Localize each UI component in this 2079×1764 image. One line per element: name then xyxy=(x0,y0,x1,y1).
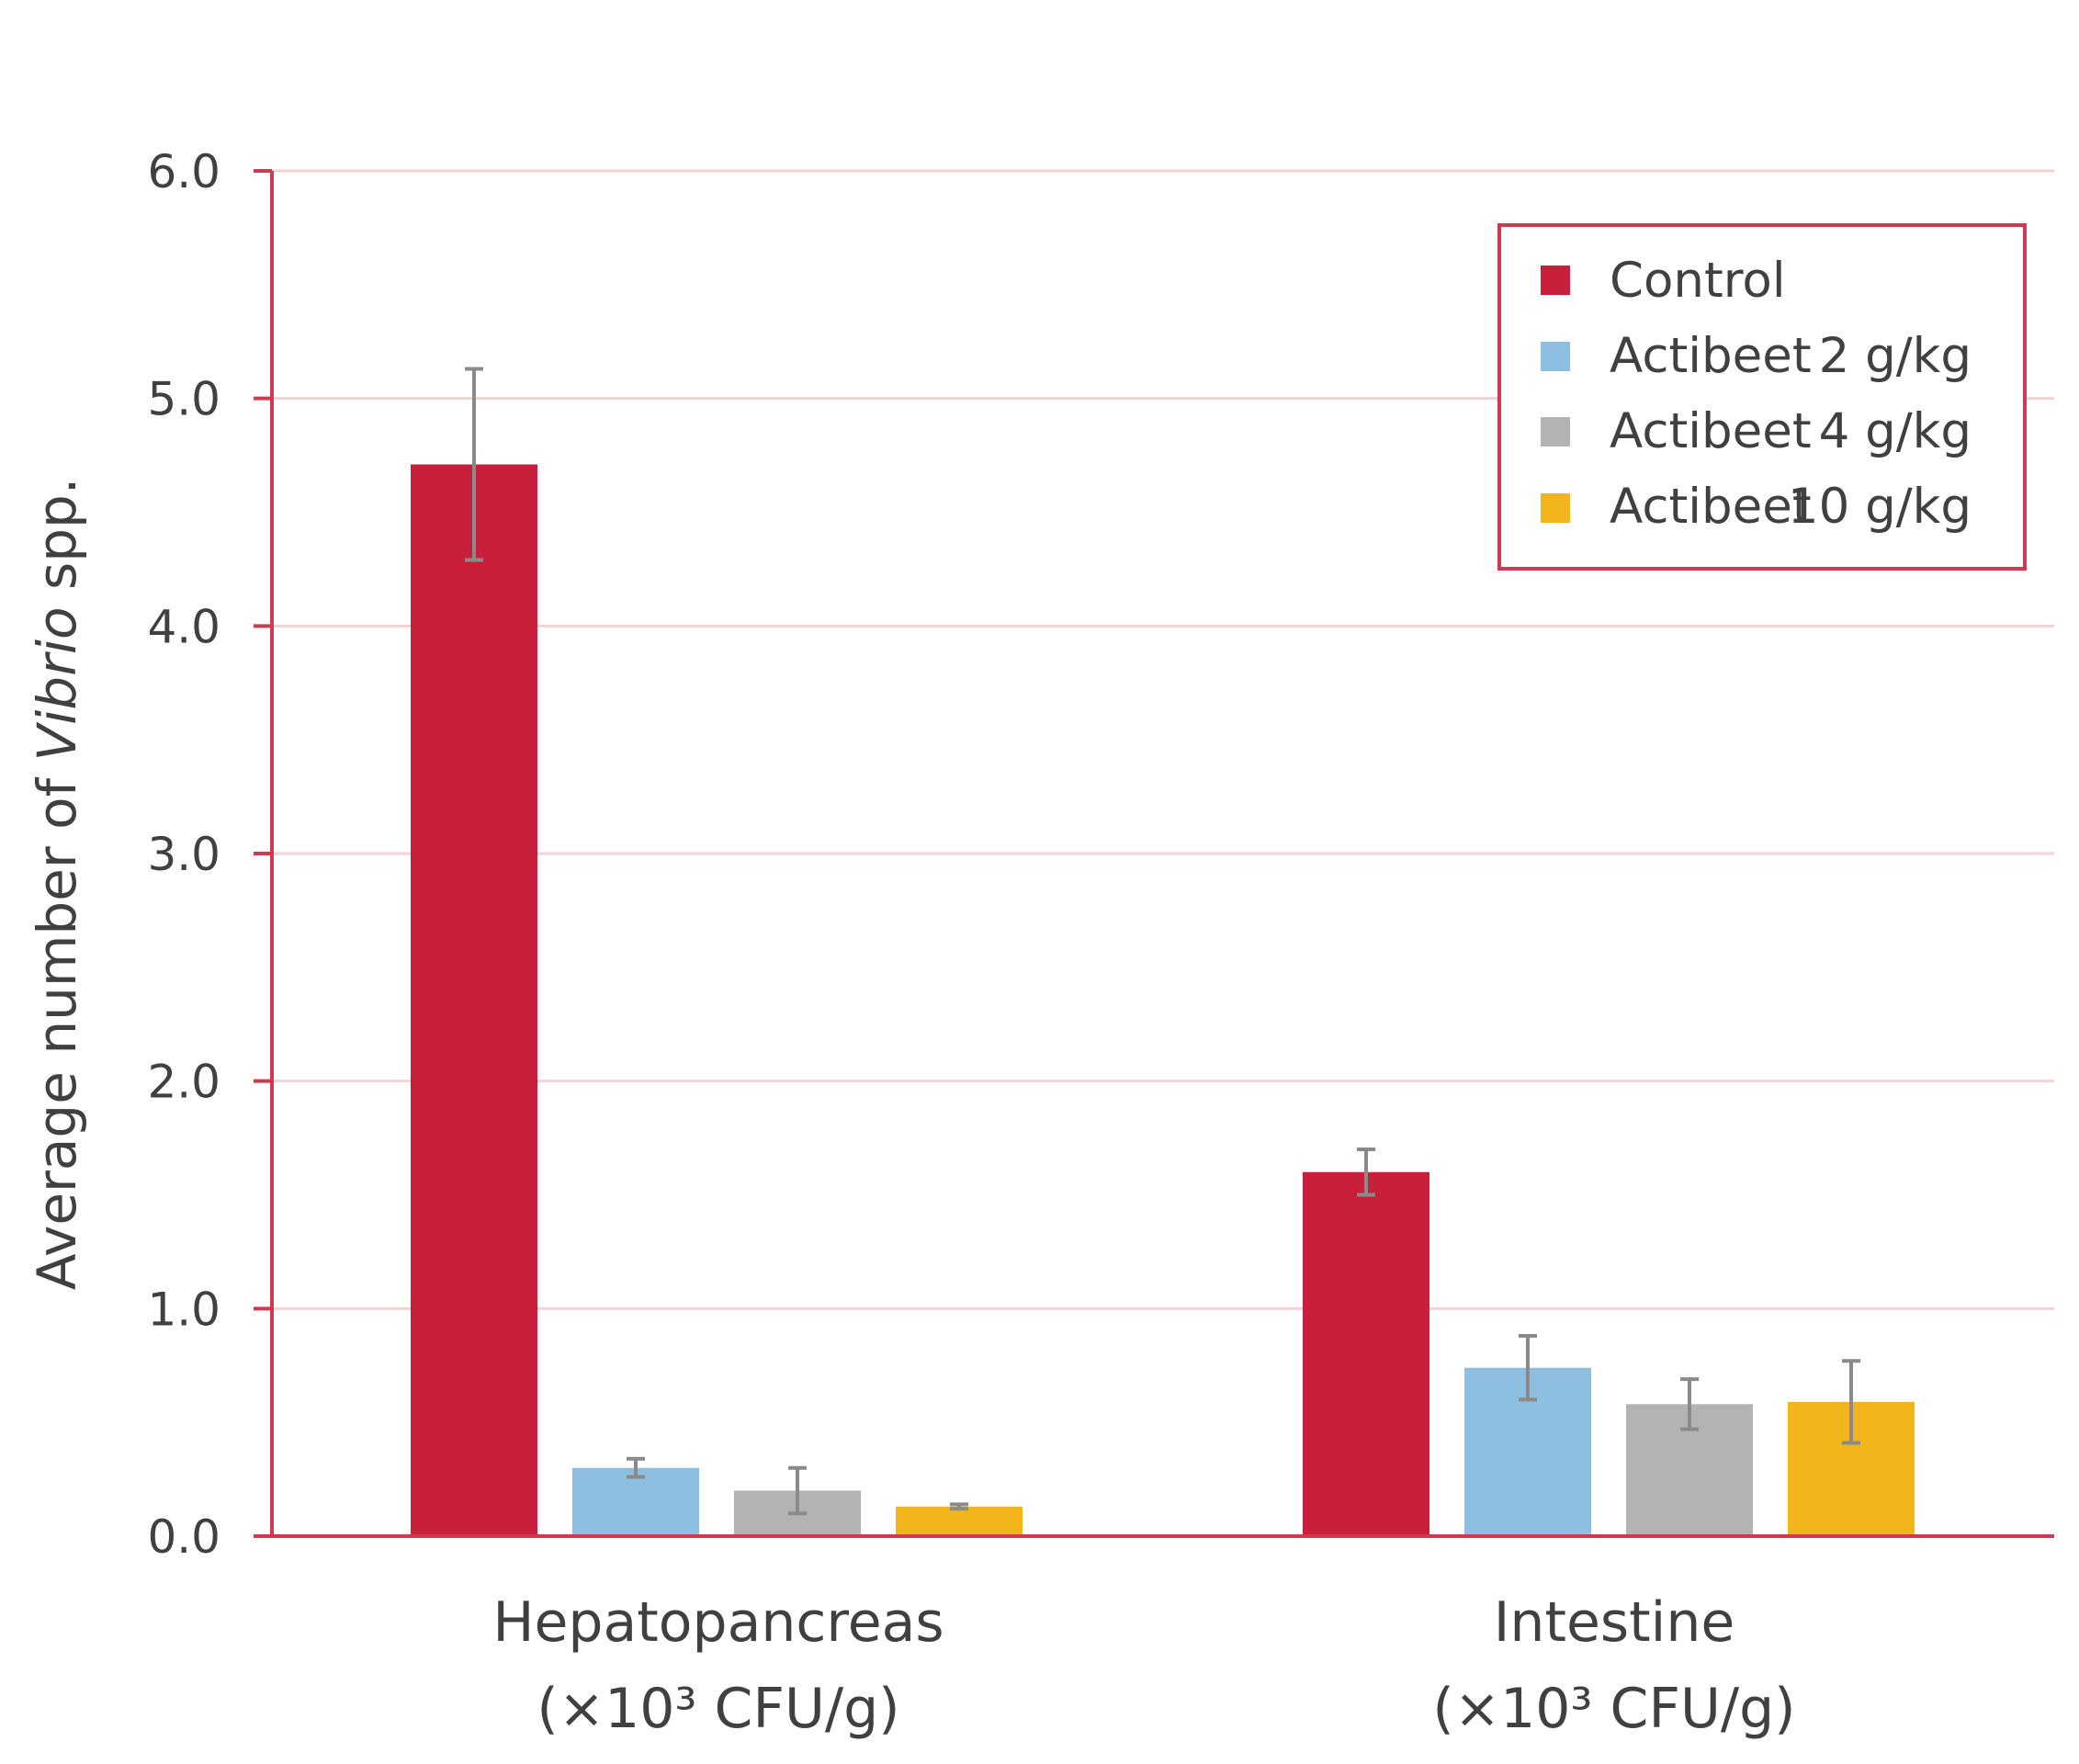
error-bar-hepatopancreas-0 xyxy=(465,367,483,562)
bar-hepatopancreas-0 xyxy=(411,464,537,1536)
category-labels: Hepatopancreas (×10³ CFU/g) Intestine (×… xyxy=(492,1590,1795,1741)
gridlines xyxy=(272,169,2054,1310)
legend-swatch-actibeet-4 xyxy=(1541,417,1570,447)
bar-intestine-0 xyxy=(1303,1171,1429,1536)
error-bar-intestine-3 xyxy=(1842,1359,1860,1445)
y-tick-label-3: 3.0 xyxy=(147,828,220,881)
y-axis-label: Average number of Vibrio spp. xyxy=(26,478,88,1291)
legend-label-actibeet-2: Actibeet xyxy=(1610,328,1812,384)
legend-dose-actibeet-2: 2 g/kg xyxy=(1819,328,1972,384)
error-bar-intestine-1 xyxy=(1519,1334,1537,1402)
category-unit-intestine: (×10³ CFU/g) xyxy=(1432,1677,1795,1741)
legend-swatch-actibeet-2 xyxy=(1541,342,1570,371)
y-tick-label-0: 0.0 xyxy=(147,1510,220,1564)
legend-swatch-actibeet-10 xyxy=(1541,493,1570,523)
y-axis-label-part-1: Average number of xyxy=(26,762,88,1291)
bar-hepatopancreas-3 xyxy=(896,1506,1023,1536)
category-label-hepatopancreas: Hepatopancreas xyxy=(492,1590,943,1655)
error-bar-hepatopancreas-3 xyxy=(950,1502,968,1511)
legend: Control Actibeet 2 g/kg Actibeet 4 g/kg … xyxy=(1497,223,2027,571)
y-tick-label-1: 1.0 xyxy=(147,1283,220,1336)
legend-dose-actibeet-10: 10 g/kg xyxy=(1788,479,1972,535)
error-bar-hepatopancreas-2 xyxy=(788,1465,807,1516)
error-bar-intestine-0 xyxy=(1357,1147,1375,1197)
legend-label-control: Control xyxy=(1610,253,1786,309)
bars xyxy=(411,464,1915,1536)
y-tick-label-4: 4.0 xyxy=(147,600,220,653)
y-axis-label-part-2: Vibrio xyxy=(26,606,88,761)
legend-dose-actibeet-4: 4 g/kg xyxy=(1819,403,1972,459)
legend-swatch-control xyxy=(1541,266,1570,295)
bar-hepatopancreas-1 xyxy=(572,1467,699,1536)
error-bar-hepatopancreas-1 xyxy=(627,1456,645,1479)
error-bar-intestine-2 xyxy=(1680,1377,1699,1431)
y-tick-label-5: 5.0 xyxy=(147,373,220,426)
category-label-intestine: Intestine xyxy=(1494,1590,1735,1655)
category-unit-hepatopancreas: (×10³ CFU/g) xyxy=(537,1677,899,1741)
y-tick-label-2: 2.0 xyxy=(147,1056,220,1109)
y-tick-label-6: 6.0 xyxy=(147,145,220,198)
y-tick-labels: 0.0 1.0 2.0 3.0 4.0 5.0 6.0 xyxy=(147,145,272,1564)
legend-box xyxy=(1497,223,2027,571)
error-bars xyxy=(465,367,1860,1516)
y-axis-label-part-3: spp. xyxy=(26,478,88,607)
legend-label-actibeet-10: Actibeet xyxy=(1610,479,1812,535)
legend-label-actibeet-4: Actibeet xyxy=(1610,403,1812,459)
